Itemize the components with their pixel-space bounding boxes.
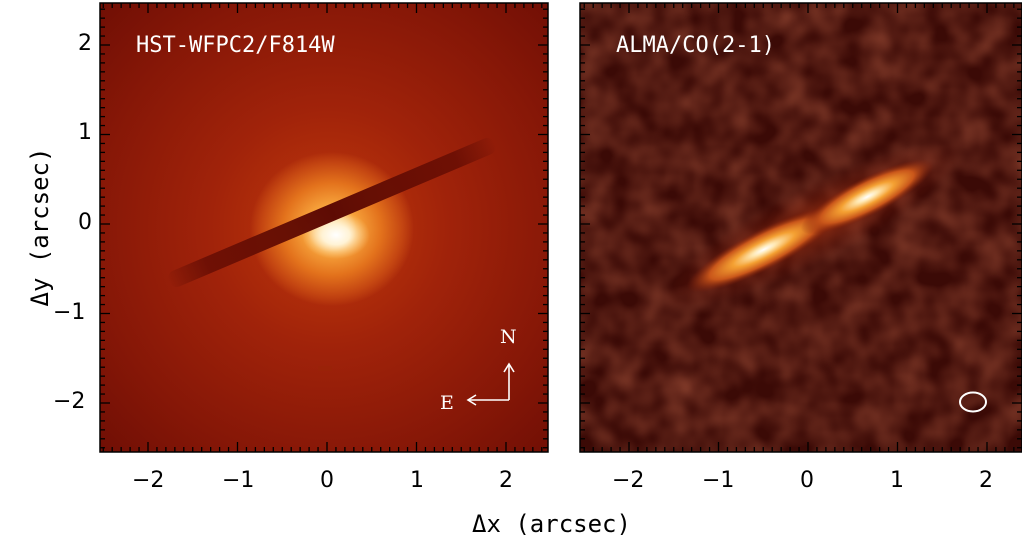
x-tick-label: −1 [702, 468, 735, 493]
x-tick-label: 1 [410, 468, 424, 493]
x-tick-label: −2 [612, 468, 645, 493]
hst-panel-label: HST-WFPC2/F814W [136, 33, 335, 58]
x-tick-label: −2 [132, 468, 165, 493]
hst-image [100, 3, 548, 452]
x-tick-label: 0 [800, 468, 814, 493]
x-axis-title: Δx (arcsec) [472, 510, 631, 538]
x-tick-label: 2 [499, 468, 513, 493]
x-tick-label: −1 [222, 468, 255, 493]
y-tick-label: −2 [53, 389, 86, 414]
y-axis-title: Δy (arcsec) [26, 147, 54, 307]
x-tick-label: 2 [979, 468, 993, 493]
alma-image-panel: ALMA/CO(2-1) [580, 3, 1022, 452]
y-tick-label: 1 [78, 120, 92, 145]
x-tick-label: 0 [320, 468, 334, 493]
hst-image-panel: HST-WFPC2/F814W N E [100, 3, 548, 452]
alma-panel-label: ALMA/CO(2-1) [616, 33, 775, 58]
alma-image [580, 3, 1022, 452]
compass-north-label: N [500, 326, 517, 348]
y-tick-label: 0 [78, 210, 92, 235]
x-tick-label: 1 [890, 468, 904, 493]
y-tick-label: −1 [53, 300, 86, 325]
compass-east-label: E [440, 392, 454, 414]
y-tick-label: 2 [78, 31, 92, 56]
